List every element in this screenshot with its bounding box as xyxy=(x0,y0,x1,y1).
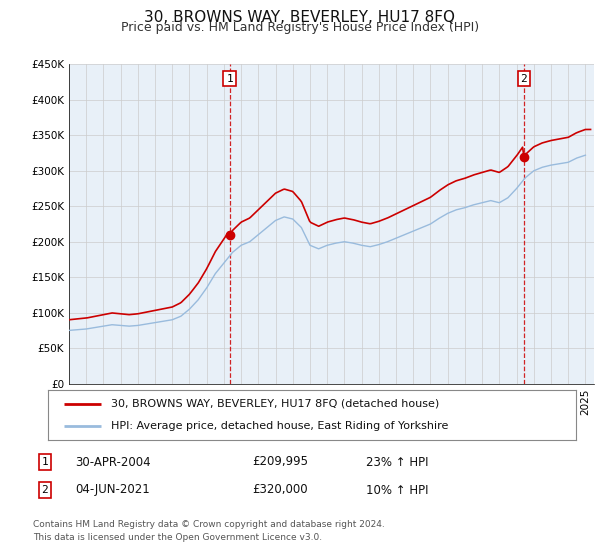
Text: 10% ↑ HPI: 10% ↑ HPI xyxy=(366,483,428,497)
Text: HPI: Average price, detached house, East Riding of Yorkshire: HPI: Average price, detached house, East… xyxy=(112,421,449,431)
Text: 2: 2 xyxy=(520,73,527,83)
Text: 1: 1 xyxy=(41,457,49,467)
Text: Contains HM Land Registry data © Crown copyright and database right 2024.: Contains HM Land Registry data © Crown c… xyxy=(33,520,385,529)
Text: Price paid vs. HM Land Registry's House Price Index (HPI): Price paid vs. HM Land Registry's House … xyxy=(121,21,479,34)
Text: 30, BROWNS WAY, BEVERLEY, HU17 8FQ: 30, BROWNS WAY, BEVERLEY, HU17 8FQ xyxy=(145,10,455,25)
Text: £209,995: £209,995 xyxy=(252,455,308,469)
Text: £320,000: £320,000 xyxy=(252,483,308,497)
Text: 23% ↑ HPI: 23% ↑ HPI xyxy=(366,455,428,469)
Text: 04-JUN-2021: 04-JUN-2021 xyxy=(75,483,150,497)
Text: 2: 2 xyxy=(41,485,49,495)
Text: This data is licensed under the Open Government Licence v3.0.: This data is licensed under the Open Gov… xyxy=(33,533,322,542)
Text: 1: 1 xyxy=(226,73,233,83)
Text: 30-APR-2004: 30-APR-2004 xyxy=(75,455,151,469)
Text: 30, BROWNS WAY, BEVERLEY, HU17 8FQ (detached house): 30, BROWNS WAY, BEVERLEY, HU17 8FQ (deta… xyxy=(112,399,440,409)
